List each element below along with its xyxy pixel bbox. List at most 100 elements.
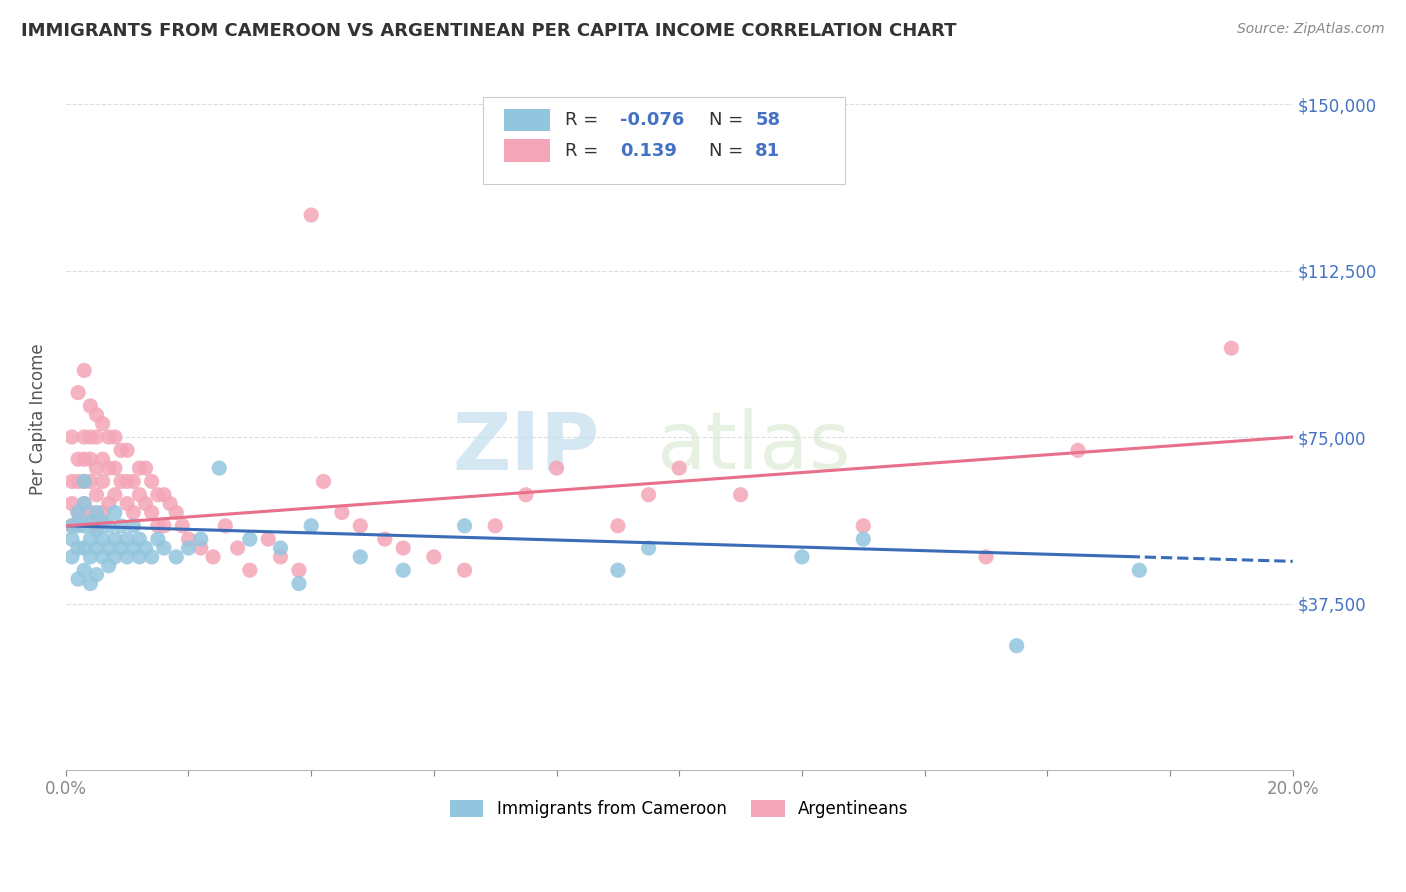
Point [1220, 341, 1243, 355]
Point [67, 475, 90, 489]
Point [110, 443, 132, 458]
Point [115, 497, 138, 511]
Point [392, 541, 415, 555]
Point [146, 532, 169, 546]
Point [86, 506, 108, 520]
Point [153, 488, 176, 502]
Point [73, 363, 96, 377]
Text: -0.076: -0.076 [620, 111, 685, 128]
Point [73, 430, 96, 444]
Point [73, 497, 96, 511]
Point [115, 549, 138, 564]
Point [104, 488, 127, 502]
Point [104, 549, 127, 564]
Point [110, 475, 132, 489]
Point [79, 475, 101, 489]
Point [79, 549, 101, 564]
Point [122, 506, 145, 520]
Point [128, 488, 150, 502]
Point [226, 541, 249, 555]
Point [60, 518, 83, 533]
Point [60, 518, 83, 533]
Point [73, 475, 96, 489]
Point [67, 572, 90, 586]
Point [86, 567, 108, 582]
Point [86, 523, 108, 537]
Point [141, 475, 163, 489]
Point [91, 417, 114, 431]
Point [128, 532, 150, 546]
Point [546, 461, 568, 475]
Point [374, 532, 396, 546]
Point [135, 461, 157, 475]
Point [299, 518, 322, 533]
Point [86, 461, 108, 475]
Point [97, 541, 120, 555]
Point [60, 549, 83, 564]
Point [177, 532, 200, 546]
Point [606, 563, 628, 577]
Point [146, 488, 169, 502]
Text: atlas: atlas [655, 409, 851, 486]
Point [214, 518, 236, 533]
Point [91, 549, 114, 564]
Point [1128, 563, 1150, 577]
Point [67, 506, 90, 520]
Text: 0.139: 0.139 [620, 142, 678, 160]
Point [91, 532, 114, 546]
Point [239, 532, 262, 546]
Point [330, 506, 353, 520]
Point [91, 452, 114, 467]
Point [484, 518, 506, 533]
Text: ZIP: ZIP [453, 409, 599, 486]
Point [349, 518, 371, 533]
Point [110, 541, 132, 555]
Text: Source: ZipAtlas.com: Source: ZipAtlas.com [1237, 22, 1385, 37]
Point [453, 563, 475, 577]
Point [299, 208, 322, 222]
Point [190, 541, 212, 555]
FancyBboxPatch shape [503, 139, 550, 161]
Point [141, 506, 163, 520]
Point [60, 532, 83, 546]
Text: 58: 58 [755, 111, 780, 128]
Point [122, 518, 145, 533]
Point [515, 488, 537, 502]
Point [115, 475, 138, 489]
Point [128, 549, 150, 564]
Point [852, 532, 875, 546]
Point [288, 563, 311, 577]
Point [91, 506, 114, 520]
Point [73, 518, 96, 533]
Point [60, 475, 83, 489]
Point [974, 549, 997, 564]
Point [104, 461, 127, 475]
Point [270, 549, 292, 564]
Point [79, 399, 101, 413]
Point [97, 497, 120, 511]
Point [104, 506, 127, 520]
Point [79, 514, 101, 528]
Point [79, 452, 101, 467]
Point [86, 518, 108, 533]
Point [115, 532, 138, 546]
Point [97, 461, 120, 475]
Point [79, 532, 101, 546]
Point [104, 430, 127, 444]
Point [79, 430, 101, 444]
Point [73, 452, 96, 467]
Point [730, 488, 752, 502]
Point [146, 518, 169, 533]
Point [135, 497, 157, 511]
Point [73, 497, 96, 511]
Point [239, 563, 262, 577]
Point [79, 576, 101, 591]
Point [637, 541, 659, 555]
Point [115, 443, 138, 458]
Point [1067, 443, 1090, 458]
Point [73, 475, 96, 489]
Point [67, 506, 90, 520]
Point [153, 518, 176, 533]
Y-axis label: Per Capita Income: Per Capita Income [30, 343, 46, 495]
Point [86, 430, 108, 444]
